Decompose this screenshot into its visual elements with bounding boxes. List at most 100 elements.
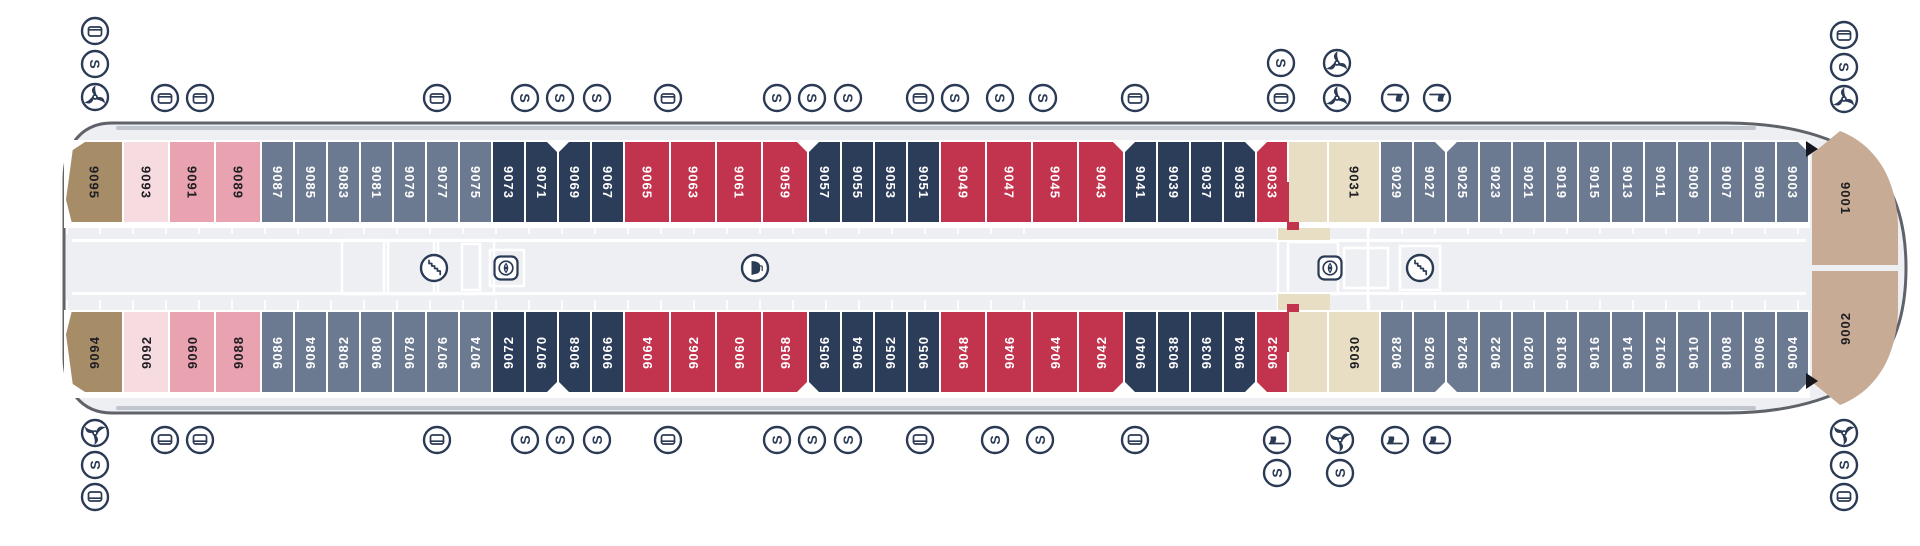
cabin-9083[interactable]: 9083 (328, 142, 359, 222)
cabin-9086[interactable]: 9086 (262, 312, 293, 392)
flag-icon (1421, 82, 1453, 114)
cabin-9077[interactable]: 9077 (427, 142, 458, 222)
cabin-9003[interactable]: 9003 (1777, 142, 1808, 222)
cabin-number: 9063 (685, 165, 701, 199)
cabin-9014[interactable]: 9014 (1612, 312, 1643, 392)
cabin-9011[interactable]: 9011 (1645, 142, 1676, 222)
cabin-9024[interactable]: 9024 (1447, 312, 1478, 392)
svg-text:S: S (1273, 58, 1289, 67)
cabin-9042[interactable]: 9042 (1079, 312, 1123, 392)
cabin-9074[interactable]: 9074 (460, 312, 491, 392)
cabin-9081[interactable]: 9081 (361, 142, 392, 222)
cabin-9090[interactable]: 9090 (170, 312, 214, 392)
cabin-9062[interactable]: 9062 (671, 312, 715, 392)
cabin-9058[interactable]: 9058 (763, 312, 807, 392)
cabin-9001-shape[interactable] (1812, 131, 1898, 265)
cabin-9028[interactable]: 9028 (1381, 312, 1412, 392)
cabin-9082[interactable]: 9082 (328, 312, 359, 392)
cabin-9089[interactable]: 9089 (216, 142, 260, 222)
cabin-9025[interactable]: 9025 (1447, 142, 1478, 222)
connecting-room-marker (559, 142, 569, 152)
cabin-9056[interactable]: 9056 (809, 312, 840, 392)
cabin-9080[interactable]: 9080 (361, 312, 392, 392)
cabin-9029[interactable]: 9029 (1381, 142, 1412, 222)
cabin-9078[interactable]: 9078 (394, 312, 425, 392)
cabin-9059[interactable]: 9059 (763, 142, 807, 222)
cabin-9054[interactable]: 9054 (842, 312, 873, 392)
cabin-9045[interactable]: 9045 (1033, 142, 1077, 222)
cabin-9046[interactable]: 9046 (987, 312, 1031, 392)
cabin-9070[interactable]: 9070 (526, 312, 557, 392)
cabin-9016[interactable]: 9016 (1579, 312, 1610, 392)
cabin-9048[interactable]: 9048 (941, 312, 985, 392)
cabin-9066[interactable]: 9066 (592, 312, 623, 392)
cabin-9031[interactable]: 9031 (1329, 142, 1379, 222)
cabin-9076[interactable]: 9076 (427, 312, 458, 392)
cabin-9035[interactable]: 9035 (1224, 142, 1255, 222)
cabin-9012[interactable]: 9012 (1645, 312, 1676, 392)
cabin-9043[interactable]: 9043 (1079, 142, 1123, 222)
cabin-9079[interactable]: 9079 (394, 142, 425, 222)
cabin-9085[interactable]: 9085 (295, 142, 326, 222)
cabin-9094[interactable]: 9094 (66, 312, 122, 392)
cabin-9057[interactable]: 9057 (809, 142, 840, 222)
cabin-9053[interactable]: 9053 (875, 142, 906, 222)
cabin-9026[interactable]: 9026 (1414, 312, 1445, 392)
cabin-9084[interactable]: 9084 (295, 312, 326, 392)
cabin-9052[interactable]: 9052 (875, 312, 906, 392)
cabin-9037[interactable]: 9037 (1191, 142, 1222, 222)
cabin-9036[interactable]: 9036 (1191, 312, 1222, 392)
cabin-9075[interactable]: 9075 (460, 142, 491, 222)
cabin-9051[interactable]: 9051 (908, 142, 939, 222)
cabin-9004[interactable]: 9004 (1777, 312, 1808, 392)
cabin-9033[interactable]: 9033 (1257, 142, 1299, 230)
cabin-9088[interactable]: 9088 (216, 312, 260, 392)
cabin-number: 9078 (402, 335, 417, 369)
cabin-9019[interactable]: 9019 (1546, 142, 1577, 222)
cabin-9013[interactable]: 9013 (1612, 142, 1643, 222)
cabin-9034[interactable]: 9034 (1224, 312, 1255, 392)
cabin-9073[interactable]: 9073 (493, 142, 524, 222)
cabin-9067[interactable]: 9067 (592, 142, 623, 222)
cabin-9032[interactable]: 9032 (1257, 304, 1299, 392)
cabin-9008[interactable]: 9008 (1711, 312, 1742, 392)
cabin-9064[interactable]: 9064 (625, 312, 669, 392)
cabin-9038[interactable]: 9038 (1158, 312, 1189, 392)
cabin-9039[interactable]: 9039 (1158, 142, 1189, 222)
cabin-9020[interactable]: 9020 (1513, 312, 1544, 392)
cabin-9093[interactable]: 9093 (124, 142, 168, 222)
cabin-9023[interactable]: 9023 (1480, 142, 1511, 222)
cabin-9009[interactable]: 9009 (1678, 142, 1709, 222)
cabin-9002-shape[interactable] (1812, 271, 1898, 405)
cabin-9010[interactable]: 9010 (1678, 312, 1709, 392)
cabin-9015[interactable]: 9015 (1579, 142, 1610, 222)
cabin-9005[interactable]: 9005 (1744, 142, 1775, 222)
cabin-9030[interactable]: 9030 (1329, 312, 1379, 392)
cabin-9007[interactable]: 9007 (1711, 142, 1742, 222)
cabin-9040[interactable]: 9040 (1125, 312, 1156, 392)
cabin-9061[interactable]: 9061 (717, 142, 761, 222)
cabin-9069[interactable]: 9069 (559, 142, 590, 222)
cabin-9018[interactable]: 9018 (1546, 312, 1577, 392)
cabin-9022[interactable]: 9022 (1480, 312, 1511, 392)
cabin-9060[interactable]: 9060 (717, 312, 761, 392)
cabin-9071[interactable]: 9071 (526, 142, 557, 222)
cabin-number: 9024 (1455, 335, 1470, 369)
cabin-9091[interactable]: 9091 (170, 142, 214, 222)
cabin-9006[interactable]: 9006 (1744, 312, 1775, 392)
cabin-9021[interactable]: 9021 (1513, 142, 1544, 222)
cabin-9092[interactable]: 9092 (124, 312, 168, 392)
cabin-9027[interactable]: 9027 (1414, 142, 1445, 222)
cabin-9049[interactable]: 9049 (941, 142, 985, 222)
cabin-9044[interactable]: 9044 (1033, 312, 1077, 392)
cabin-9072[interactable]: 9072 (493, 312, 524, 392)
cabin-9041[interactable]: 9041 (1125, 142, 1156, 222)
cabin-9087[interactable]: 9087 (262, 142, 293, 222)
cabin-9063[interactable]: 9063 (671, 142, 715, 222)
cabin-9095[interactable]: 9095 (66, 142, 122, 222)
cabin-9065[interactable]: 9065 (625, 142, 669, 222)
cabin-9047[interactable]: 9047 (987, 142, 1031, 222)
cabin-9055[interactable]: 9055 (842, 142, 873, 222)
cabin-9050[interactable]: 9050 (908, 312, 939, 392)
cabin-9068[interactable]: 9068 (559, 312, 590, 392)
